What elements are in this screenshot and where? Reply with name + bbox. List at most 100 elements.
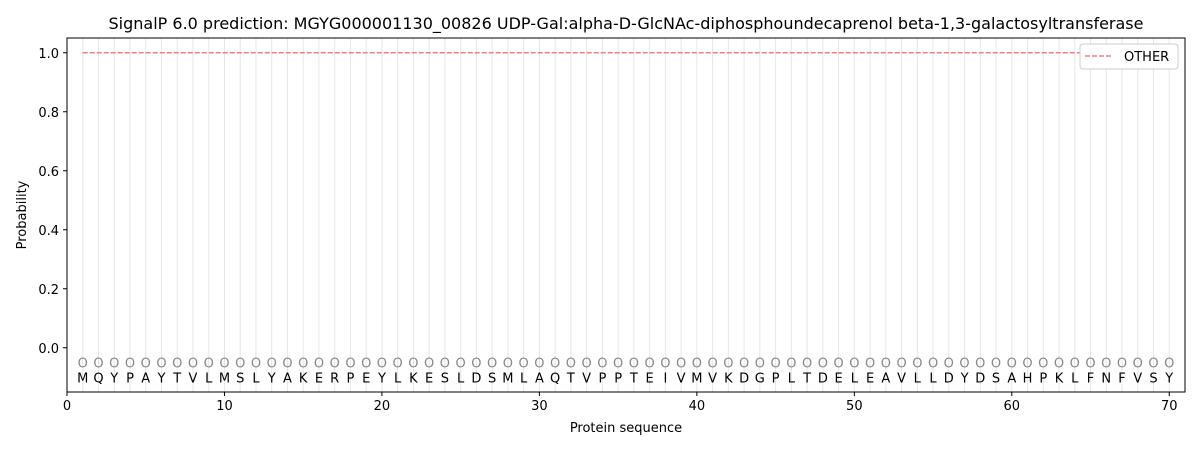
predicted-label: O xyxy=(1038,357,1048,372)
residue-50: L xyxy=(851,371,859,386)
residue-10: M xyxy=(219,371,230,386)
residue-66: N xyxy=(1101,371,1111,386)
predicted-label: O xyxy=(456,357,466,372)
x-axis-ticks: 0 10 20 30 40 50 60 70 xyxy=(63,392,1178,414)
predicted-label: O xyxy=(534,357,544,372)
predicted-label: O xyxy=(928,357,938,372)
x-tick-label: 20 xyxy=(374,399,391,414)
x-tick-label: 60 xyxy=(1004,399,1021,414)
residue-65: F xyxy=(1087,371,1094,386)
x-tick-label: 30 xyxy=(531,399,548,414)
predicted-label: O xyxy=(1133,357,1143,372)
residue-2: Q xyxy=(93,371,103,386)
residue-36: T xyxy=(629,371,638,386)
residue-70: Y xyxy=(1164,371,1173,386)
residue-48: D xyxy=(818,371,828,386)
legend: OTHER xyxy=(1079,43,1179,70)
predicted-label: O xyxy=(833,357,843,372)
x-tick-label: 10 xyxy=(216,399,233,414)
predicted-label: O xyxy=(991,357,1001,372)
predicted-label: O xyxy=(959,357,969,372)
predicted-label: O xyxy=(109,357,119,372)
y-tick-label: 0.4 xyxy=(38,224,59,239)
residue-34: P xyxy=(598,371,606,386)
predicted-label: O xyxy=(519,357,529,372)
y-tick-label: 1.0 xyxy=(38,47,59,62)
residue-43: D xyxy=(739,371,749,386)
predicted-label: O xyxy=(896,357,906,372)
predicted-label: O xyxy=(802,357,812,372)
predicted-label: O xyxy=(267,357,277,372)
x-axis-label: Protein sequence xyxy=(570,421,682,436)
predicted-label: O xyxy=(78,357,88,372)
residue-24: S xyxy=(441,371,449,386)
residue-3: Y xyxy=(109,371,118,386)
y-tick-label: 0.0 xyxy=(38,342,59,357)
residue-38: I xyxy=(663,371,667,386)
predicted-label: O xyxy=(660,357,670,372)
residue-69: S xyxy=(1149,371,1157,386)
predicted-label: O xyxy=(597,357,607,372)
residue-16: E xyxy=(315,371,323,386)
predicted-label: O xyxy=(975,357,985,372)
residue-41: V xyxy=(708,371,717,386)
predicted-label: O xyxy=(818,357,828,372)
y-axis-ticks: 0.0 0.2 0.4 0.6 0.8 1.0 xyxy=(38,47,67,357)
predicted-label: O xyxy=(613,357,623,372)
predicted-label: O xyxy=(219,357,229,372)
predicted-label: O xyxy=(676,357,686,372)
predicted-label: O xyxy=(408,357,418,372)
predicted-label: O xyxy=(188,357,198,372)
residue-61: H xyxy=(1023,371,1033,386)
residue-1: M xyxy=(77,371,88,386)
residue-40: M xyxy=(691,371,702,386)
residue-35: P xyxy=(614,371,622,386)
x-tick-label: 40 xyxy=(689,399,706,414)
predicted-label: O xyxy=(944,357,954,372)
residue-19: E xyxy=(362,371,370,386)
residue-5: A xyxy=(141,371,150,386)
predicted-label: O xyxy=(330,357,340,372)
predicted-label: O xyxy=(93,357,103,372)
residue-58: D xyxy=(975,371,985,386)
predicted-label: O xyxy=(393,357,403,372)
predicted-label: O xyxy=(1164,357,1174,372)
residue-44: G xyxy=(755,371,765,386)
y-tick-label: 0.6 xyxy=(38,165,59,180)
residue-14: A xyxy=(283,371,292,386)
residue-30: A xyxy=(535,371,544,386)
residue-15: K xyxy=(299,371,308,386)
residue-32: T xyxy=(566,371,575,386)
residue-27: S xyxy=(488,371,496,386)
residue-13: Y xyxy=(267,371,276,386)
predicted-label: O xyxy=(251,357,261,372)
grid xyxy=(82,38,1170,392)
residue-37: E xyxy=(646,371,654,386)
residue-18: P xyxy=(347,371,355,386)
residue-46: L xyxy=(788,371,796,386)
residue-28: M xyxy=(502,371,513,386)
predicted-label: O xyxy=(739,357,749,372)
legend-label-other: OTHER xyxy=(1124,50,1169,65)
residue-9: L xyxy=(205,371,213,386)
y-axis-label: Probability xyxy=(15,180,30,249)
residue-62: P xyxy=(1039,371,1047,386)
predicted-label: O xyxy=(487,357,497,372)
residue-47: T xyxy=(802,371,811,386)
predicted-label: O xyxy=(471,357,481,372)
predicted-label: O xyxy=(156,357,166,372)
predicted-label: O xyxy=(361,357,371,372)
residue-25: L xyxy=(457,371,465,386)
legend-box xyxy=(1079,43,1179,70)
residue-53: V xyxy=(897,371,906,386)
residue-67: F xyxy=(1118,371,1125,386)
predicted-label: O xyxy=(204,357,214,372)
predicted-label: O xyxy=(377,357,387,372)
residue-49: E xyxy=(834,371,842,386)
predicted-label: O xyxy=(566,357,576,372)
predicted-label: O xyxy=(172,357,182,372)
residue-labels: OMOQOYOPOAOYOTOVOLOMOSOLOYOAOKOEOROPOEOY… xyxy=(77,357,1174,387)
residue-22: K xyxy=(409,371,418,386)
residue-60: A xyxy=(1007,371,1016,386)
